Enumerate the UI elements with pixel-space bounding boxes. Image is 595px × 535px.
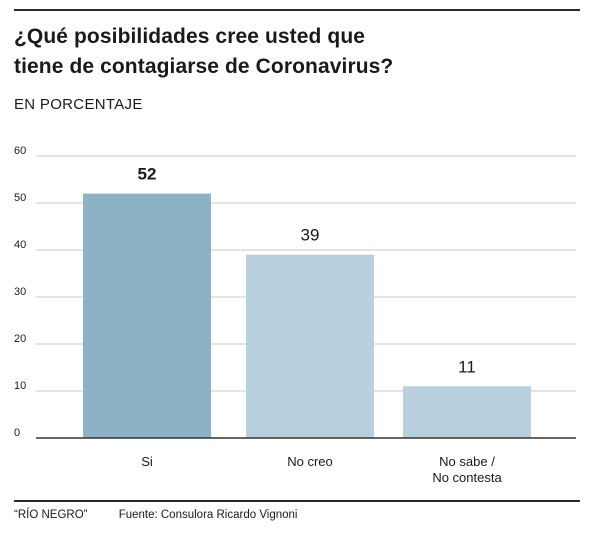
source-label: Fuente: Consulora Ricardo Vignoni (118, 509, 298, 521)
x-tick-label: No contesta (432, 470, 502, 485)
data-label: 52 (138, 165, 157, 184)
title-line-1: ¿Qué posibilidades cree usted que (14, 25, 366, 48)
footer: “RÍO NEGRO” Fuente: Consulora Ricardo Vi… (14, 509, 297, 521)
bar-chart: 0 10 20 30 40 50 60 52 Si 39 No creo 11 No sabe /No … (14, 145, 576, 485)
data-label: 11 (458, 357, 476, 376)
y-tick-label: 40 (14, 239, 26, 251)
x-tick-label: No creo (287, 454, 333, 469)
bar (403, 386, 531, 438)
x-tick-label: Si (141, 454, 153, 469)
data-label: 39 (301, 226, 320, 245)
y-tick-label: 10 (14, 380, 26, 392)
x-tick-label: No sabe / (439, 454, 495, 469)
bar (83, 193, 211, 438)
y-tick-label: 20 (14, 333, 26, 345)
top-rule (14, 9, 580, 11)
chart-title: ¿Qué posibilidades cree usted que tiene … (14, 22, 580, 82)
y-tick-label: 0 (14, 427, 20, 439)
bottom-rule (14, 500, 580, 502)
chart-subtitle: EN PORCENTAJE (14, 96, 143, 113)
title-line-2: tiene de contagiarse de Coronavirus? (14, 55, 394, 78)
y-tick-label: 30 (14, 286, 26, 298)
y-tick-label: 60 (14, 145, 26, 157)
credit-label: “RÍO NEGRO” (14, 509, 88, 521)
bar (246, 254, 374, 438)
y-tick-label: 50 (14, 192, 26, 204)
